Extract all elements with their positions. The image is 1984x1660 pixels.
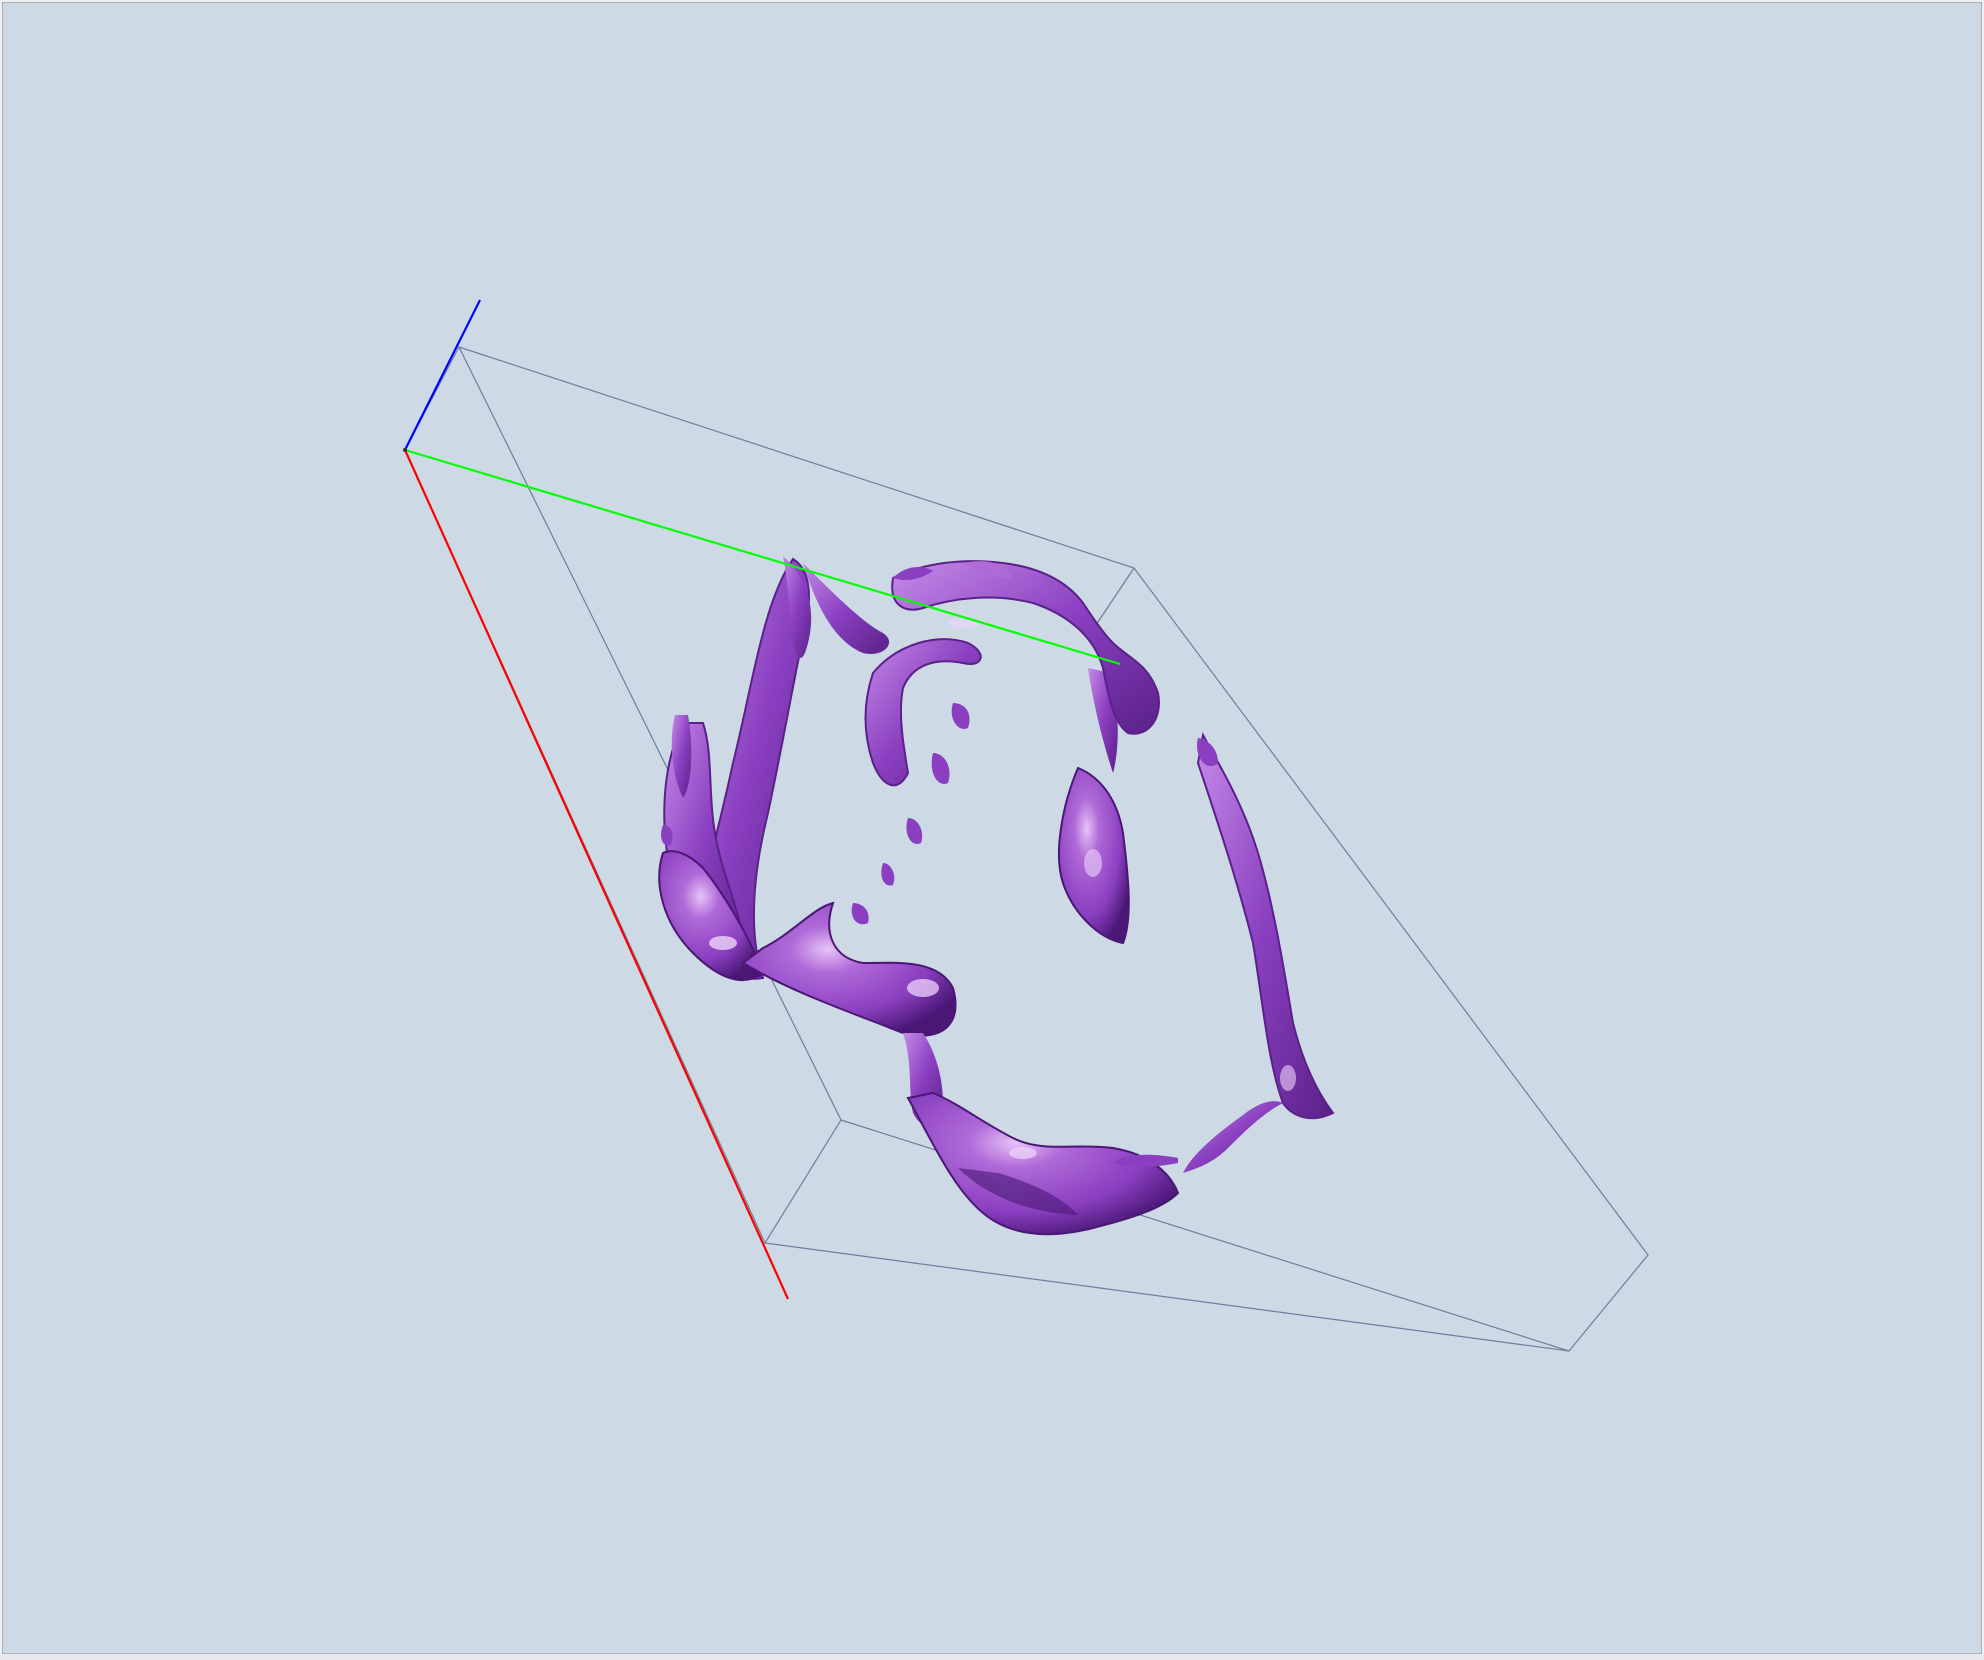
isosurface-highlight (1280, 1065, 1296, 1091)
z-axis (404, 299, 481, 451)
isosurface-mesh[interactable] (658, 556, 1335, 1236)
isosurface-fragment (881, 863, 895, 886)
isosurface-highlight (1009, 1147, 1037, 1159)
isosurface-fragment (906, 818, 923, 844)
isosurface-highlight (1084, 849, 1102, 877)
isosurface-highlight (907, 979, 939, 997)
isosurface-fragment (671, 715, 692, 798)
x-axis (403, 449, 790, 1300)
y-axis (404, 448, 1121, 666)
isosurface-fragment (951, 703, 970, 729)
isosurface-fragment (660, 825, 673, 846)
isosurface-fragment (851, 903, 869, 925)
isosurface-center-blob (741, 901, 957, 1037)
isosurface-fragment (1197, 738, 1218, 767)
isosurface-fragment (1113, 1154, 1178, 1167)
isosurface-fragment (893, 567, 933, 581)
isosurface-right-arc-tail (1183, 1101, 1283, 1173)
isosurface-upper-arm (783, 556, 812, 658)
isosurface-upper-arm-right (803, 563, 890, 654)
axis-origin-icon (403, 448, 407, 452)
isosurface-highlight (709, 936, 737, 950)
coordinate-axes (403, 299, 1121, 1300)
isosurface-inner-hook (864, 638, 982, 787)
isosurface-top-ring (891, 560, 1160, 735)
viewport-background (3, 3, 1981, 1653)
3d-scene[interactable] (3, 3, 1981, 1653)
isosurface-bottom-blob (906, 1091, 1180, 1236)
isosurface-bottom-shadow (958, 1168, 1078, 1215)
isosurface-fragment (931, 753, 950, 784)
isosurface-right-arc (1196, 731, 1335, 1120)
window-bottom-edge (0, 1654, 1984, 1660)
isosurface-fragment (963, 561, 1013, 578)
